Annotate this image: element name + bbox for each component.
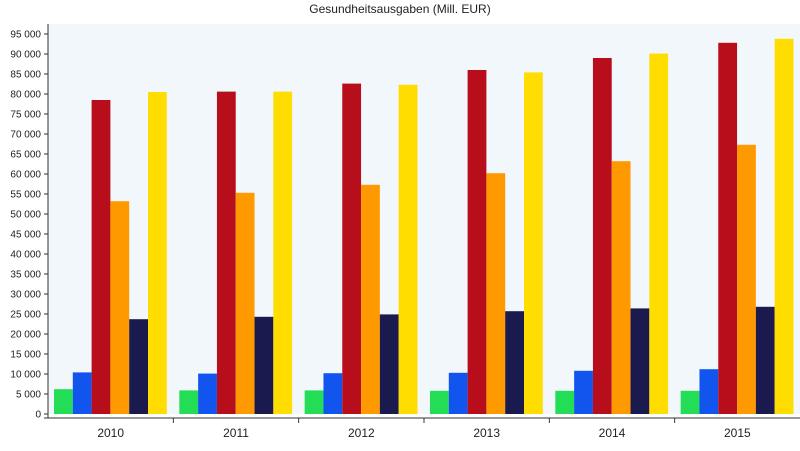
bar-2012-series-3 <box>342 83 362 414</box>
plot-background <box>48 24 800 414</box>
x-tick-label: 2012 <box>348 426 375 440</box>
y-tick-label: 45 000 <box>10 230 41 241</box>
y-tick-label: 40 000 <box>10 250 41 261</box>
bar-2014-series-5 <box>630 308 650 414</box>
bar-2015-series-6 <box>774 38 794 415</box>
bar-2015-series-4 <box>737 144 756 415</box>
bar-2011-series-5 <box>254 316 274 414</box>
bar-2010-series-6 <box>148 92 167 414</box>
bar-2013-series-3 <box>467 70 487 414</box>
x-tick-label: 2013 <box>473 426 500 440</box>
y-tick-label: 10 000 <box>10 370 41 381</box>
x-tick-label: 2014 <box>599 426 626 440</box>
y-tick-label: 80 000 <box>10 90 41 101</box>
bar-2014-series-4 <box>611 161 631 414</box>
bar-2010-series-2 <box>72 372 92 414</box>
bar-2012-series-5 <box>379 314 399 414</box>
bar-2013-series-6 <box>524 72 543 415</box>
bar-2011-series-4 <box>235 192 255 414</box>
bar-2013-series-2 <box>448 372 468 414</box>
bar-2011-series-1 <box>179 390 199 414</box>
bar-2015-series-5 <box>755 306 775 414</box>
x-tick-label: 2010 <box>97 426 124 440</box>
y-tick-label: 25 000 <box>10 310 41 321</box>
bar-2013-series-4 <box>486 173 506 414</box>
bar-2010-series-4 <box>110 201 130 414</box>
bar-2013-series-5 <box>505 311 524 414</box>
bar-2010-series-5 <box>129 319 148 414</box>
bar-2010-series-1 <box>54 389 73 414</box>
y-tick-label: 95 000 <box>10 30 41 41</box>
bar-2015-series-3 <box>718 42 738 415</box>
y-tick-label: 20 000 <box>10 330 41 341</box>
x-tick-label: 2011 <box>223 426 249 440</box>
y-tick-label: 70 000 <box>10 130 41 141</box>
bar-2015-series-1 <box>680 390 700 414</box>
y-tick-label: 30 000 <box>10 290 41 301</box>
x-tick-label: 2015 <box>724 426 751 440</box>
y-tick-label: 65 000 <box>10 150 41 161</box>
bar-2012-series-6 <box>398 84 418 415</box>
bar-2014-series-1 <box>555 390 575 414</box>
y-tick-label: 90 000 <box>10 50 41 61</box>
bar-2015-series-2 <box>699 369 719 414</box>
bar-2012-series-2 <box>323 373 343 414</box>
bar-2011-series-6 <box>273 91 293 414</box>
y-tick-label: 5 000 <box>16 390 41 401</box>
bar-2011-series-3 <box>216 91 236 414</box>
y-tick-label: 50 000 <box>10 210 41 221</box>
y-tick-label: 35 000 <box>10 270 41 281</box>
bar-2010-series-3 <box>91 100 111 414</box>
bar-2012-series-4 <box>361 184 380 414</box>
bar-2012-series-1 <box>304 390 324 414</box>
y-tick-label: 60 000 <box>10 170 41 181</box>
chart-title: Gesundheitsausgaben (Mill. EUR) <box>309 2 491 16</box>
bar-2014-series-3 <box>592 58 612 414</box>
y-tick-label: 55 000 <box>10 190 41 201</box>
bar-2011-series-2 <box>198 373 217 414</box>
bar-2014-series-2 <box>574 370 593 414</box>
y-tick-label: 15 000 <box>10 350 41 361</box>
y-tick-label: 0 <box>35 410 41 421</box>
bar-2014-series-6 <box>649 53 669 414</box>
y-tick-label: 75 000 <box>10 110 41 121</box>
y-tick-label: 85 000 <box>10 70 41 81</box>
bar-2013-series-1 <box>430 390 449 414</box>
